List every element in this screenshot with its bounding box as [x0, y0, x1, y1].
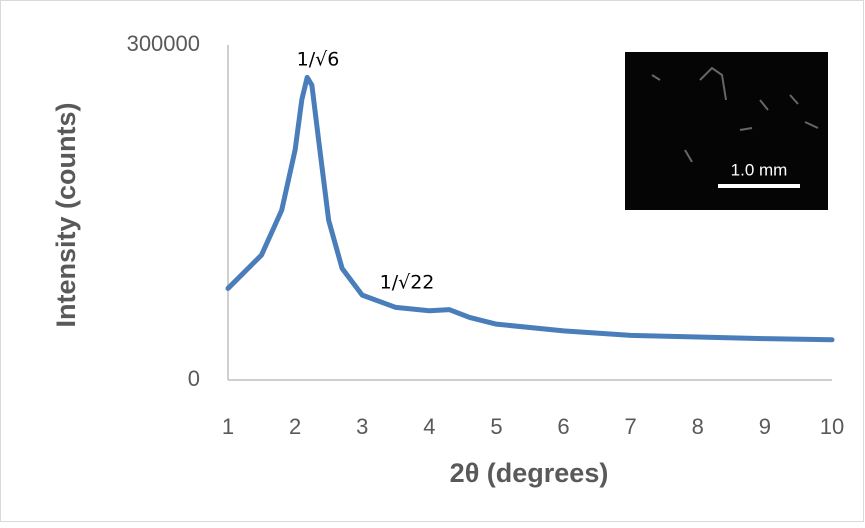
- y-tick-label: 300000: [127, 31, 200, 56]
- data-line: [225, 74, 835, 343]
- annotation: 1/√6: [297, 49, 340, 71]
- x-tick-label: 10: [820, 414, 844, 439]
- x-axis-title: 2θ (degrees): [450, 458, 609, 488]
- y-axis-title: Intensity (counts): [51, 102, 81, 327]
- x-tick-label: 5: [490, 414, 502, 439]
- inset-texture: [651, 66, 819, 163]
- y-tick-label: 0: [188, 366, 200, 391]
- annotation: 1/√22: [380, 272, 435, 294]
- x-tick-label: 6: [557, 414, 569, 439]
- x-tick-label: 3: [356, 414, 368, 439]
- x-tick-label: 2: [289, 414, 301, 439]
- x-tick-label: 7: [625, 414, 637, 439]
- x-tick-label: 8: [692, 414, 704, 439]
- x-tick-label: 4: [423, 414, 435, 439]
- scale-label: 1.0 mm: [731, 160, 788, 179]
- x-tick-label: 1: [222, 414, 234, 439]
- inset-image: 1.0 mm: [625, 52, 828, 210]
- x-tick-label: 9: [759, 414, 771, 439]
